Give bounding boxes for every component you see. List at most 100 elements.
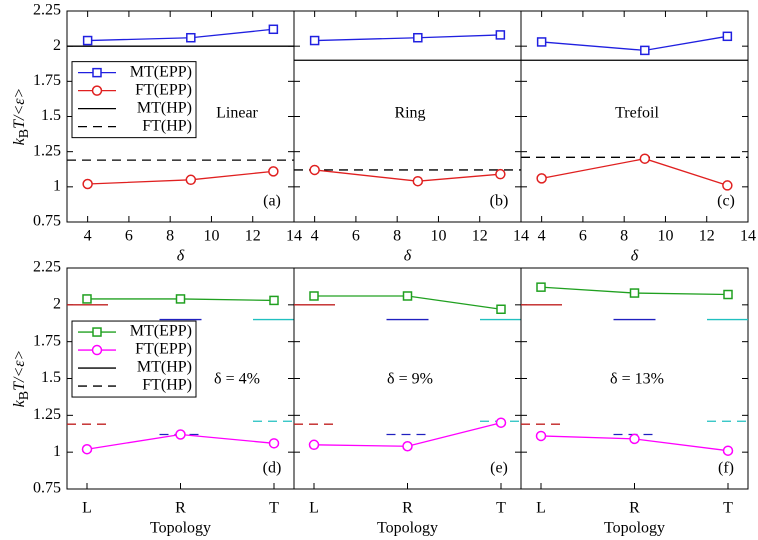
y-tick-label: 1 [53, 178, 61, 195]
x-axis-label: δ [631, 248, 639, 265]
x-tick-label: 6 [579, 228, 587, 245]
y-axis-label: kBT/<ε> [11, 88, 33, 146]
panel-label: (f) [718, 460, 734, 477]
x-axis-label: δ [404, 248, 412, 265]
panel-label: (e) [490, 460, 508, 477]
x-tick-label: L [536, 500, 546, 517]
y-tick-label: 0.75 [33, 480, 61, 497]
circle-marker [185, 174, 197, 186]
y-tick-label: 1 [53, 443, 61, 460]
panel-label: (d) [263, 460, 282, 477]
y-axis-label: kBT/<ε> [11, 350, 33, 408]
x-tick-label: 14 [513, 228, 529, 245]
square-marker [723, 289, 733, 300]
series-line [314, 169, 501, 182]
legend-label: MT(HP) [137, 99, 192, 116]
annotation: δ = 4% [214, 371, 260, 388]
y-label-part: B [17, 129, 32, 138]
series-line [314, 34, 501, 42]
series-line [87, 28, 274, 42]
square-marker [269, 295, 279, 306]
circle-marker [82, 178, 93, 190]
series-line [87, 170, 274, 185]
square-marker [640, 45, 650, 56]
square-marker [82, 35, 93, 46]
x-tick-label: 6 [352, 228, 360, 245]
annotation: Linear [216, 105, 258, 122]
circle-marker [268, 166, 279, 177]
x-tick-label: R [175, 500, 186, 517]
square-marker [92, 67, 102, 78]
annotation: Trefoil [615, 105, 659, 122]
x-tick-label: 14 [740, 228, 756, 245]
square-marker [175, 294, 186, 304]
x-axis-label: Topology [604, 520, 665, 537]
y-label-part: T/<ε> [11, 350, 28, 391]
series-line [541, 158, 728, 187]
circle-marker [536, 173, 547, 184]
y-label-part: k [11, 399, 28, 407]
x-tick-label: 8 [166, 228, 174, 245]
legend-label: FT(EPP) [135, 341, 192, 358]
circle-marker [535, 430, 547, 442]
x-tick-label: 10 [657, 228, 673, 245]
circle-marker [402, 441, 413, 452]
y-tick-label: 2 [53, 37, 61, 54]
series-line [541, 35, 728, 52]
circle-marker [722, 180, 733, 191]
circle-marker [91, 344, 103, 356]
circle-marker [495, 417, 507, 428]
legend-label: FT(EPP) [135, 81, 192, 98]
x-tick-label: R [402, 500, 413, 517]
y-tick-label: 2 [53, 296, 61, 313]
circle-marker [268, 438, 280, 449]
square-marker [536, 282, 546, 292]
square-marker [186, 32, 196, 43]
x-tick-label: L [82, 500, 92, 517]
y-tick-label: 1.25 [33, 406, 61, 423]
x-tick-label: T [269, 500, 279, 517]
x-axis-label: Topology [377, 520, 438, 537]
square-marker [402, 291, 413, 301]
panel-label: (c) [717, 193, 735, 210]
y-tick-label: 1.75 [33, 72, 61, 89]
square-marker [309, 291, 319, 301]
annotation: δ = 9% [387, 371, 433, 388]
x-tick-label: 12 [472, 228, 488, 245]
square-marker [413, 32, 423, 43]
square-marker [722, 31, 733, 42]
y-tick-label: 2.25 [33, 259, 61, 276]
x-tick-label: 12 [699, 228, 715, 245]
y-label-part: k [11, 137, 28, 145]
legend-label: FT(HP) [142, 377, 192, 394]
square-marker [629, 288, 640, 298]
x-tick-label: R [629, 500, 640, 517]
x-tick-label: 8 [620, 228, 628, 245]
x-tick-label: 8 [393, 228, 401, 245]
y-tick-label: 1.5 [41, 107, 61, 124]
x-axis-label: δ [177, 248, 185, 265]
square-marker [309, 35, 320, 46]
circle-marker [175, 429, 186, 440]
x-tick-label: 6 [125, 228, 133, 245]
annotation: δ = 13% [610, 371, 664, 388]
x-tick-label: L [309, 500, 319, 517]
x-tick-label: 4 [84, 228, 92, 245]
y-label-part: B [17, 391, 32, 400]
annotation: Ring [394, 105, 425, 122]
panel-label: (a) [263, 193, 281, 210]
circle-marker [91, 85, 103, 96]
square-marker [82, 294, 92, 304]
y-tick-label: 0.75 [33, 213, 61, 230]
circle-marker [308, 439, 320, 451]
circle-marker [81, 443, 93, 455]
x-tick-label: 12 [245, 228, 261, 245]
legend-label: MT(HP) [137, 359, 192, 376]
x-tick-label: 10 [203, 228, 219, 245]
x-tick-label: 4 [311, 228, 319, 245]
square-marker [536, 37, 547, 47]
square-marker [268, 24, 279, 35]
x-tick-label: 10 [430, 228, 446, 245]
y-label-part: T/<ε> [11, 88, 28, 129]
